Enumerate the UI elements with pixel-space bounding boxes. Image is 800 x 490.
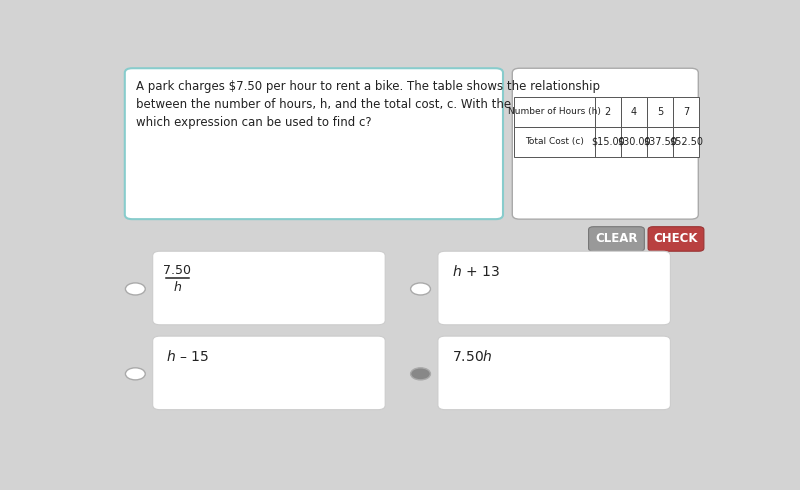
Text: $h$ + 13: $h$ + 13	[451, 265, 499, 279]
Text: Number of Hours (h): Number of Hours (h)	[508, 107, 601, 116]
FancyBboxPatch shape	[589, 227, 644, 251]
FancyBboxPatch shape	[438, 336, 670, 410]
Text: 4: 4	[630, 107, 637, 117]
Circle shape	[126, 368, 146, 380]
Text: CHECK: CHECK	[654, 232, 698, 245]
Text: $15.00: $15.00	[591, 137, 625, 147]
Text: $h$ – 15: $h$ – 15	[166, 349, 210, 365]
FancyBboxPatch shape	[125, 68, 503, 219]
FancyBboxPatch shape	[648, 227, 704, 251]
Text: $52.50: $52.50	[669, 137, 703, 147]
Text: 5: 5	[657, 107, 663, 117]
Bar	[594, 97, 621, 127]
Bar	[647, 127, 673, 157]
Bar	[673, 127, 699, 157]
Bar	[621, 97, 647, 127]
Bar	[621, 127, 647, 157]
FancyBboxPatch shape	[438, 251, 670, 325]
Text: 7.50: 7.50	[163, 265, 191, 277]
Circle shape	[410, 368, 430, 380]
FancyBboxPatch shape	[153, 251, 386, 325]
Text: A park charges $7.50 per hour to rent a bike. The table shows the relationship
b: A park charges $7.50 per hour to rent a …	[136, 79, 658, 128]
Bar	[514, 97, 594, 127]
FancyBboxPatch shape	[153, 336, 386, 410]
Text: 7: 7	[682, 107, 689, 117]
Text: h: h	[174, 281, 182, 294]
Text: $30.00: $30.00	[617, 137, 650, 147]
Bar	[594, 127, 621, 157]
Bar	[514, 127, 594, 157]
FancyBboxPatch shape	[512, 68, 698, 219]
Circle shape	[126, 283, 146, 295]
Text: 7.50$h$: 7.50$h$	[451, 349, 492, 365]
Text: 2: 2	[605, 107, 611, 117]
Text: CLEAR: CLEAR	[595, 232, 638, 245]
Bar	[673, 97, 699, 127]
Text: Total Cost (c): Total Cost (c)	[525, 137, 584, 147]
Bar	[647, 97, 673, 127]
Circle shape	[410, 283, 430, 295]
Text: $37.50: $37.50	[643, 137, 677, 147]
